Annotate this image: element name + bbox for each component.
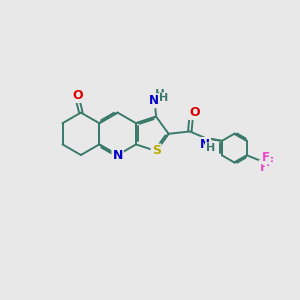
Text: O: O (189, 106, 200, 119)
Text: F: F (260, 160, 268, 174)
Text: N: N (112, 148, 123, 161)
Text: F: F (262, 151, 270, 164)
Text: H: H (155, 88, 165, 101)
Text: O: O (72, 89, 83, 102)
Text: H: H (206, 143, 215, 153)
Text: N: N (200, 138, 210, 151)
Text: H: H (160, 93, 169, 103)
Text: N: N (149, 94, 159, 107)
Text: S: S (152, 145, 160, 158)
Text: F: F (266, 157, 274, 169)
